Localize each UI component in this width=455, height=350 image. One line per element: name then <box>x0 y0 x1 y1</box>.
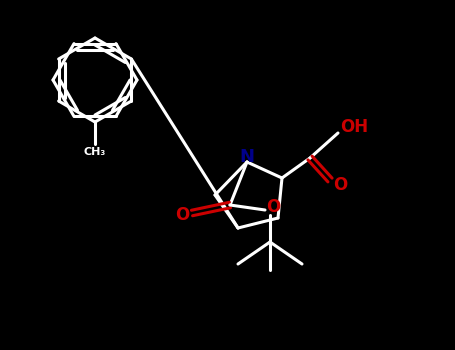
Text: CH₃: CH₃ <box>84 147 106 157</box>
Text: O: O <box>266 198 280 216</box>
Text: O: O <box>175 206 189 224</box>
Text: O: O <box>333 176 347 194</box>
Text: OH: OH <box>340 118 368 136</box>
Text: N: N <box>239 148 254 166</box>
